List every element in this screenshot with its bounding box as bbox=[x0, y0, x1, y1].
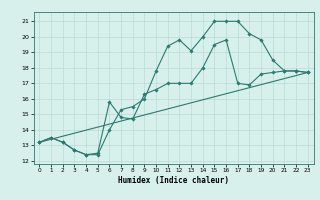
X-axis label: Humidex (Indice chaleur): Humidex (Indice chaleur) bbox=[118, 176, 229, 185]
